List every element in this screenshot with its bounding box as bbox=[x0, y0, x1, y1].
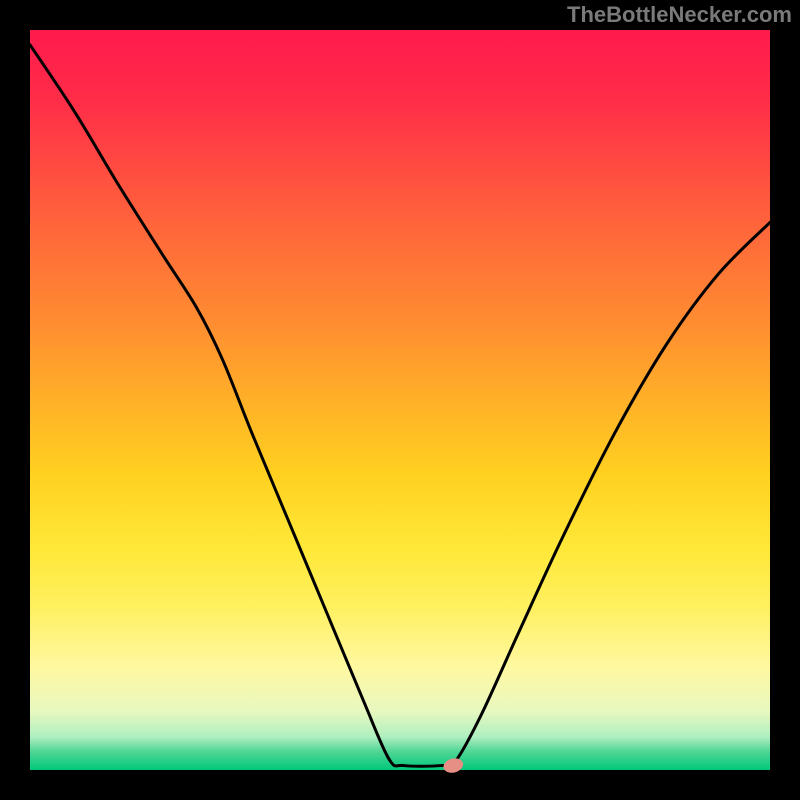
chart-container: TheBottleNecker.com bbox=[0, 0, 800, 800]
plot-gradient-area bbox=[30, 30, 770, 770]
watermark-text: TheBottleNecker.com bbox=[567, 2, 792, 28]
bottleneck-chart bbox=[0, 0, 800, 800]
